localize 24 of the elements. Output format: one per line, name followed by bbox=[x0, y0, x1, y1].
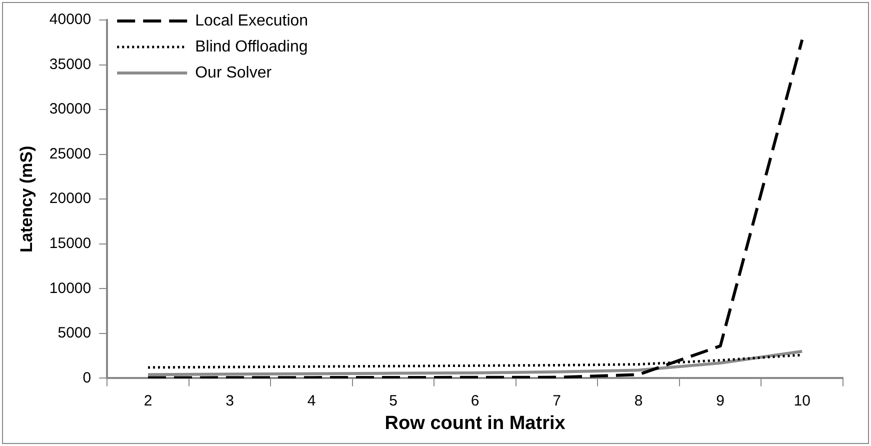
y-tick-label: 10000 bbox=[49, 280, 92, 297]
y-tick-label: 15000 bbox=[49, 235, 92, 252]
x-tick-label: 2 bbox=[144, 392, 152, 410]
y-tick-label: 30000 bbox=[49, 100, 92, 118]
legend-label: Local Execution bbox=[195, 12, 308, 30]
y-tick-label: 25000 bbox=[49, 145, 92, 162]
x-tick-label: 3 bbox=[226, 392, 234, 410]
legend-label: Blind Offloading bbox=[195, 38, 308, 56]
x-tick-label: 4 bbox=[307, 392, 316, 410]
x-axis-title: Row count in Matrix bbox=[384, 412, 566, 434]
x-tick-label: 9 bbox=[716, 392, 725, 410]
legend-label: Our Solver bbox=[195, 64, 272, 82]
y-tick-label: 5000 bbox=[58, 324, 92, 342]
x-tick-label: 6 bbox=[470, 392, 480, 410]
y-tick-label: 0 bbox=[82, 369, 92, 386]
x-tick-label: 7 bbox=[552, 392, 561, 410]
x-tick-label: 5 bbox=[389, 392, 398, 410]
y-axis-title: Latency (mS) bbox=[16, 146, 36, 252]
line-series bbox=[146, 38, 804, 378]
y-tick-label: 20000 bbox=[49, 190, 92, 208]
y-tick-label: 40000 bbox=[49, 11, 92, 28]
x-tick-label: 8 bbox=[634, 392, 643, 410]
y-tick-label: 35000 bbox=[49, 56, 92, 73]
x-tick-label: 10 bbox=[794, 392, 810, 410]
